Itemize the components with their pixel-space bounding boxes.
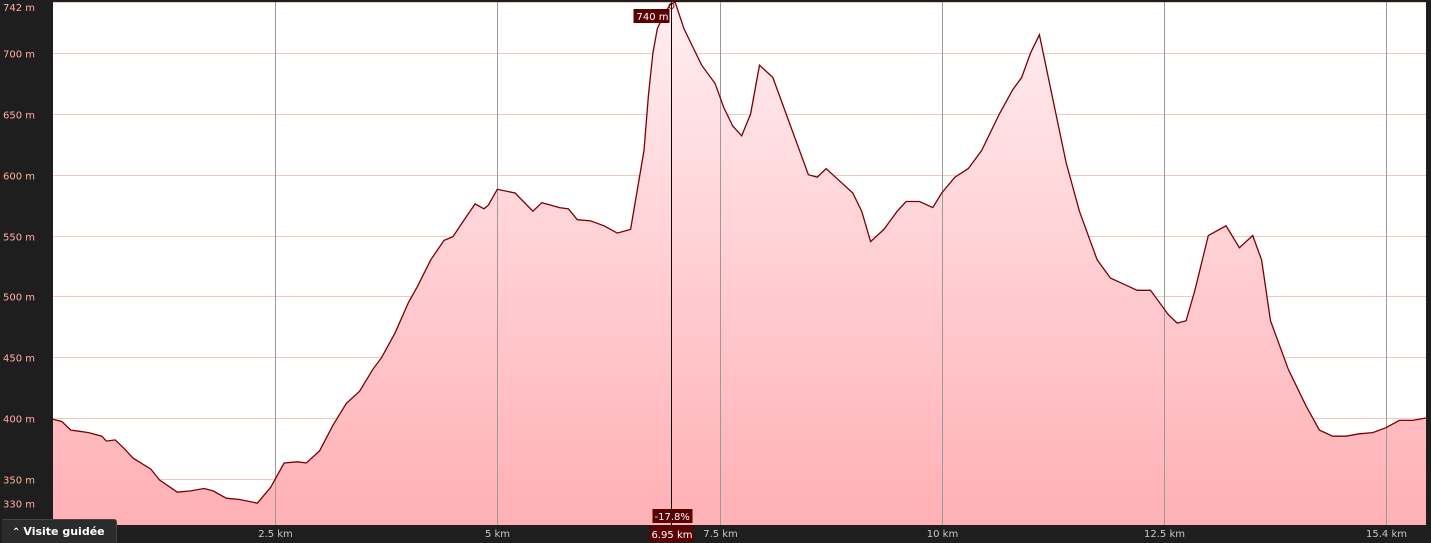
grade-tooltip-bg bbox=[652, 509, 693, 523]
cursor-distance-bg bbox=[649, 526, 694, 542]
elevation-line bbox=[52, 1, 1427, 504]
y-tick-label: 350 m bbox=[3, 476, 35, 487]
y-tick-label: 700 m bbox=[3, 50, 35, 61]
y-tick-label: 400 m bbox=[3, 415, 35, 426]
hover-cursor: 740 m -17.8% 6.95 km bbox=[633, 2, 694, 542]
cursor-distance-label: 6.95 km bbox=[652, 530, 693, 541]
guided-tour-button[interactable]: ⌃ Visite guidée bbox=[2, 519, 117, 543]
y-axis: 742 m 700 m 650 m 600 m 550 m 500 m 450 m 400 m… bbox=[3, 3, 35, 511]
y-tick-label: 650 m bbox=[3, 111, 35, 122]
x-tick-label: 5 km bbox=[485, 529, 510, 540]
vertical-gridlines bbox=[275, 2, 1387, 525]
y-tick-label: 500 m bbox=[3, 293, 35, 304]
cursor-marker bbox=[668, 3, 675, 9]
x-tick-label: 10 km bbox=[927, 529, 958, 540]
x-tick-label: 2.5 km bbox=[258, 529, 293, 540]
x-axis: 2.5 km 5 km 7.5 km 10 km 12.5 km 15.4 km bbox=[258, 529, 1407, 540]
elevation-area bbox=[53, 2, 1426, 525]
grade-tooltip: -17.8% bbox=[655, 512, 690, 523]
x-tick-label: 12.5 km bbox=[1144, 529, 1185, 540]
x-tick-label: 7.5 km bbox=[703, 529, 738, 540]
y-tick-label: 550 m bbox=[3, 233, 35, 244]
y-tick-label: 330 m bbox=[3, 500, 35, 511]
y-tick-label: 450 m bbox=[3, 354, 35, 365]
guided-tour-label: Visite guidée bbox=[23, 525, 105, 538]
elevation-tooltip-bg bbox=[633, 9, 670, 23]
elevation-tooltip: 740 m bbox=[637, 12, 669, 23]
chevron-up-icon: ⌃ bbox=[12, 527, 21, 538]
y-tick-label: 742 m bbox=[3, 3, 35, 14]
y-tick-label: 600 m bbox=[3, 172, 35, 183]
x-tick-label: 15.4 km bbox=[1366, 529, 1407, 540]
